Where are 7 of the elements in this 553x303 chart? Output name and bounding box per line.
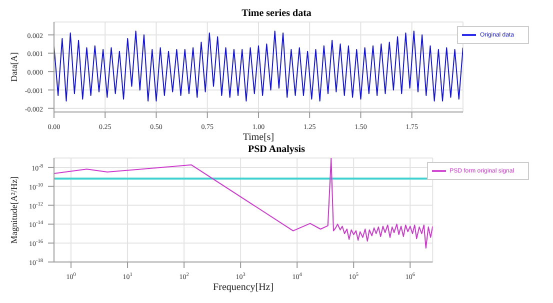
x-axis-title: Frequency[Hz] [213,282,274,293]
x-axis-title: Time[s] [242,132,274,143]
chart-title: Time series data [240,8,312,20]
line-series [54,30,463,102]
chart-title: PSD Analysis [247,144,306,156]
y-axis-title: Data[A] [9,52,20,82]
y-axis-title: Magnitude[A²/Hz] [9,176,20,244]
